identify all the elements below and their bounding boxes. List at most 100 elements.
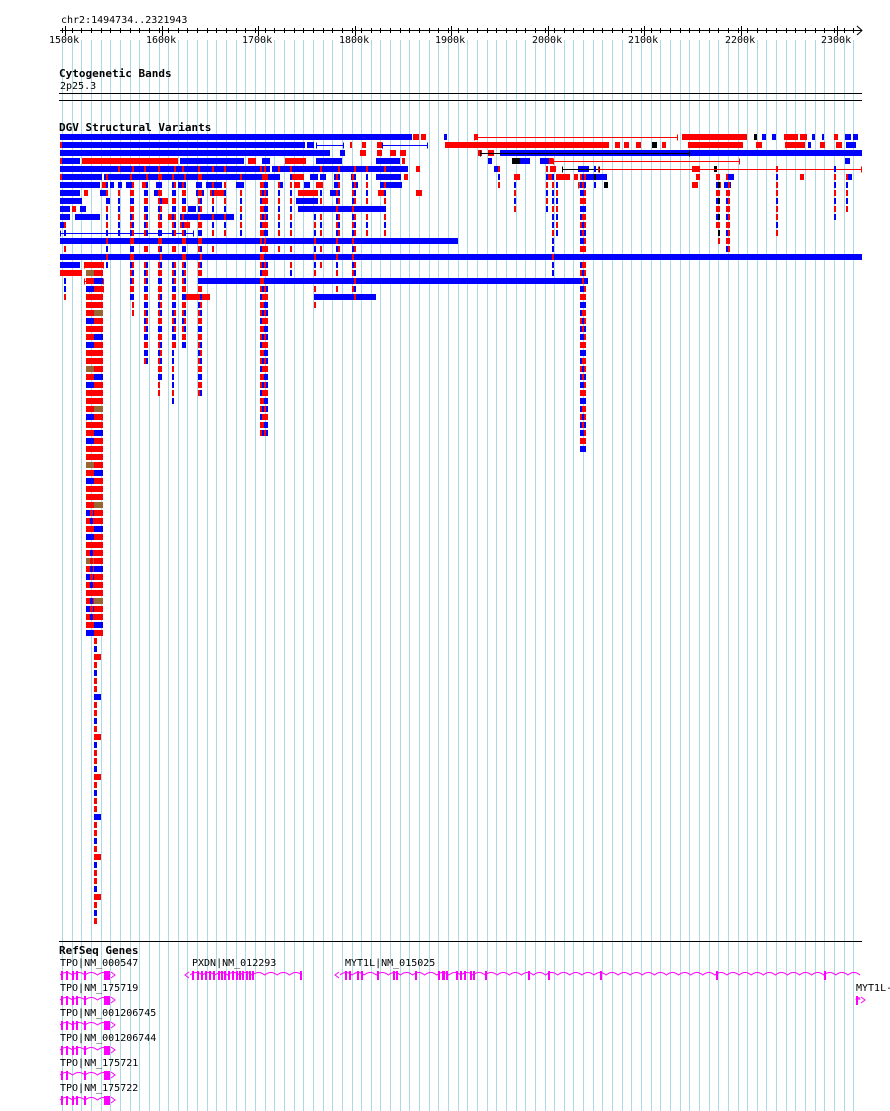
dgv-variant-bar[interactable] [352,190,354,196]
dgv-variant-bar[interactable] [260,342,262,348]
dgv-variant-bar[interactable] [776,222,778,228]
dgv-variant-bar[interactable] [582,366,584,372]
dgv-variant-bar[interactable] [584,230,586,236]
dgv-variant-bar[interactable] [366,174,368,180]
dgv-variant-bar[interactable] [582,190,584,196]
dgv-variant-bar[interactable] [262,366,264,372]
dgv-variant-bar[interactable] [580,406,582,412]
dgv-variant-bar[interactable] [86,478,94,484]
dgv-variant-bar[interactable] [130,206,132,212]
dgv-variant-bar[interactable] [184,310,186,316]
dgv-variant-bar[interactable] [106,166,108,172]
dgv-variant-bar[interactable] [172,166,174,172]
dgv-variant-bar[interactable] [172,286,174,292]
dgv-variant-bar[interactable] [580,214,582,220]
dgv-variant-bar[interactable] [132,302,134,308]
refseq-track-title[interactable]: RefSeq Genes [59,944,139,957]
dgv-variant-bar[interactable] [144,206,146,212]
dgv-variant-bar[interactable] [520,158,530,164]
dgv-variant-bar[interactable] [160,342,162,348]
dgv-variant-bar[interactable] [130,278,132,284]
dgv-variant-bar[interactable] [580,358,582,364]
dgv-variant-bar[interactable] [290,206,292,212]
dgv-variant-bar[interactable] [86,422,94,428]
dgv-variant-bar[interactable] [94,918,97,924]
dgv-variant-bar[interactable] [160,270,162,276]
dgv-variant-bar[interactable] [64,254,66,260]
dgv-variant-bar[interactable] [174,278,176,284]
dgv-variant-bar[interactable] [262,270,264,276]
dgv-variant-bar[interactable] [160,294,162,300]
dgv-variant-bar[interactable] [352,206,354,212]
dgv-variant-bar[interactable] [582,174,584,180]
dgv-variant-bar[interactable] [290,222,292,228]
dgv-variant-bar[interactable] [182,246,184,252]
dgv-variant-bar[interactable] [582,398,584,404]
dgv-variant-bar[interactable] [118,214,120,220]
dgv-variant-bar[interactable] [340,150,345,156]
dgv-variant-bar[interactable] [158,270,160,276]
dgv-variant-bar[interactable] [716,182,718,188]
dgv-variant-bar[interactable] [158,302,160,308]
dgv-variant-bar[interactable] [118,198,120,204]
dgv-variant-bar[interactable] [146,254,148,260]
dgv-variant-bar[interactable] [146,238,148,244]
dgv-variant-bar[interactable] [556,174,558,180]
dgv-variant-bar[interactable] [158,174,160,180]
dgv-variant-bar[interactable] [776,174,778,180]
dgv-variant-bar[interactable] [260,230,262,236]
dgv-variant-bar[interactable] [118,230,120,236]
gene-model-myt1l[interactable] [334,971,861,980]
dgv-variant-bar[interactable] [86,294,94,300]
dgv-variant-bar[interactable] [260,406,262,412]
dgv-variant-bar[interactable] [146,214,148,220]
dgv-variant-bar[interactable] [834,198,836,204]
dgv-variant-bar[interactable] [556,182,558,188]
dgv-variant-bar[interactable] [198,342,200,348]
dgv-variant-bar[interactable] [160,246,162,252]
dgv-variant-bar[interactable] [584,278,586,284]
dgv-variant-bar[interactable] [264,374,266,380]
dgv-variant-bar[interactable] [90,566,93,572]
dgv-variant-bar[interactable] [266,270,268,276]
dgv-variant-bar[interactable] [266,326,268,332]
dgv-variant-bar[interactable] [556,222,558,228]
dgv-variant-bar[interactable] [172,366,174,372]
dgv-variant-bar[interactable] [262,414,264,420]
dgv-variant-bar[interactable] [834,206,836,212]
dgv-variant-bar[interactable] [240,214,242,220]
dgv-variant-bar[interactable] [158,358,160,364]
dgv-variant-bar[interactable] [106,230,108,236]
dgv-variant-bar[interactable] [94,878,97,884]
dgv-variant-bar[interactable] [94,454,103,460]
dgv-variant-bar[interactable] [354,166,356,172]
dgv-variant-bar[interactable] [580,326,582,332]
dgv-variant-bar[interactable] [262,430,264,436]
dgv-variant-bar[interactable] [584,406,586,412]
dgv-variant-bar[interactable] [336,182,338,188]
dgv-variant-bar[interactable] [130,270,132,276]
gene-label-tpo-nm-175719[interactable]: TPO|NM_175719 [60,983,139,994]
dgv-variant-bar[interactable] [552,246,554,252]
dgv-variant-bar[interactable] [352,270,354,276]
cytoband-line-top[interactable] [59,93,862,94]
dgv-variant-bar[interactable] [290,166,292,172]
dgv-variant-bar[interactable] [240,190,242,196]
dgv-variant-bar[interactable] [90,590,93,596]
gene-model-pxdn[interactable] [184,971,303,980]
dgv-variant-bar[interactable] [584,438,586,444]
dgv-variant-bar[interactable] [94,630,103,636]
dgv-variant-bar[interactable] [556,198,558,204]
dgv-variant-bar[interactable] [336,254,338,260]
dgv-variant-bar[interactable] [320,214,322,220]
dgv-variant-bar[interactable] [384,182,386,188]
dgv-variant-bar[interactable] [558,174,570,180]
dgv-variant-bar[interactable] [158,334,160,340]
dgv-variant-bar[interactable] [584,174,586,180]
dgv-variant-bar[interactable] [262,230,264,236]
dgv-variant-bar[interactable] [377,142,382,148]
dgv-variant-bar[interactable] [498,182,500,188]
dgv-variant-bar[interactable] [184,230,186,236]
dgv-variant-bar[interactable] [262,174,264,180]
